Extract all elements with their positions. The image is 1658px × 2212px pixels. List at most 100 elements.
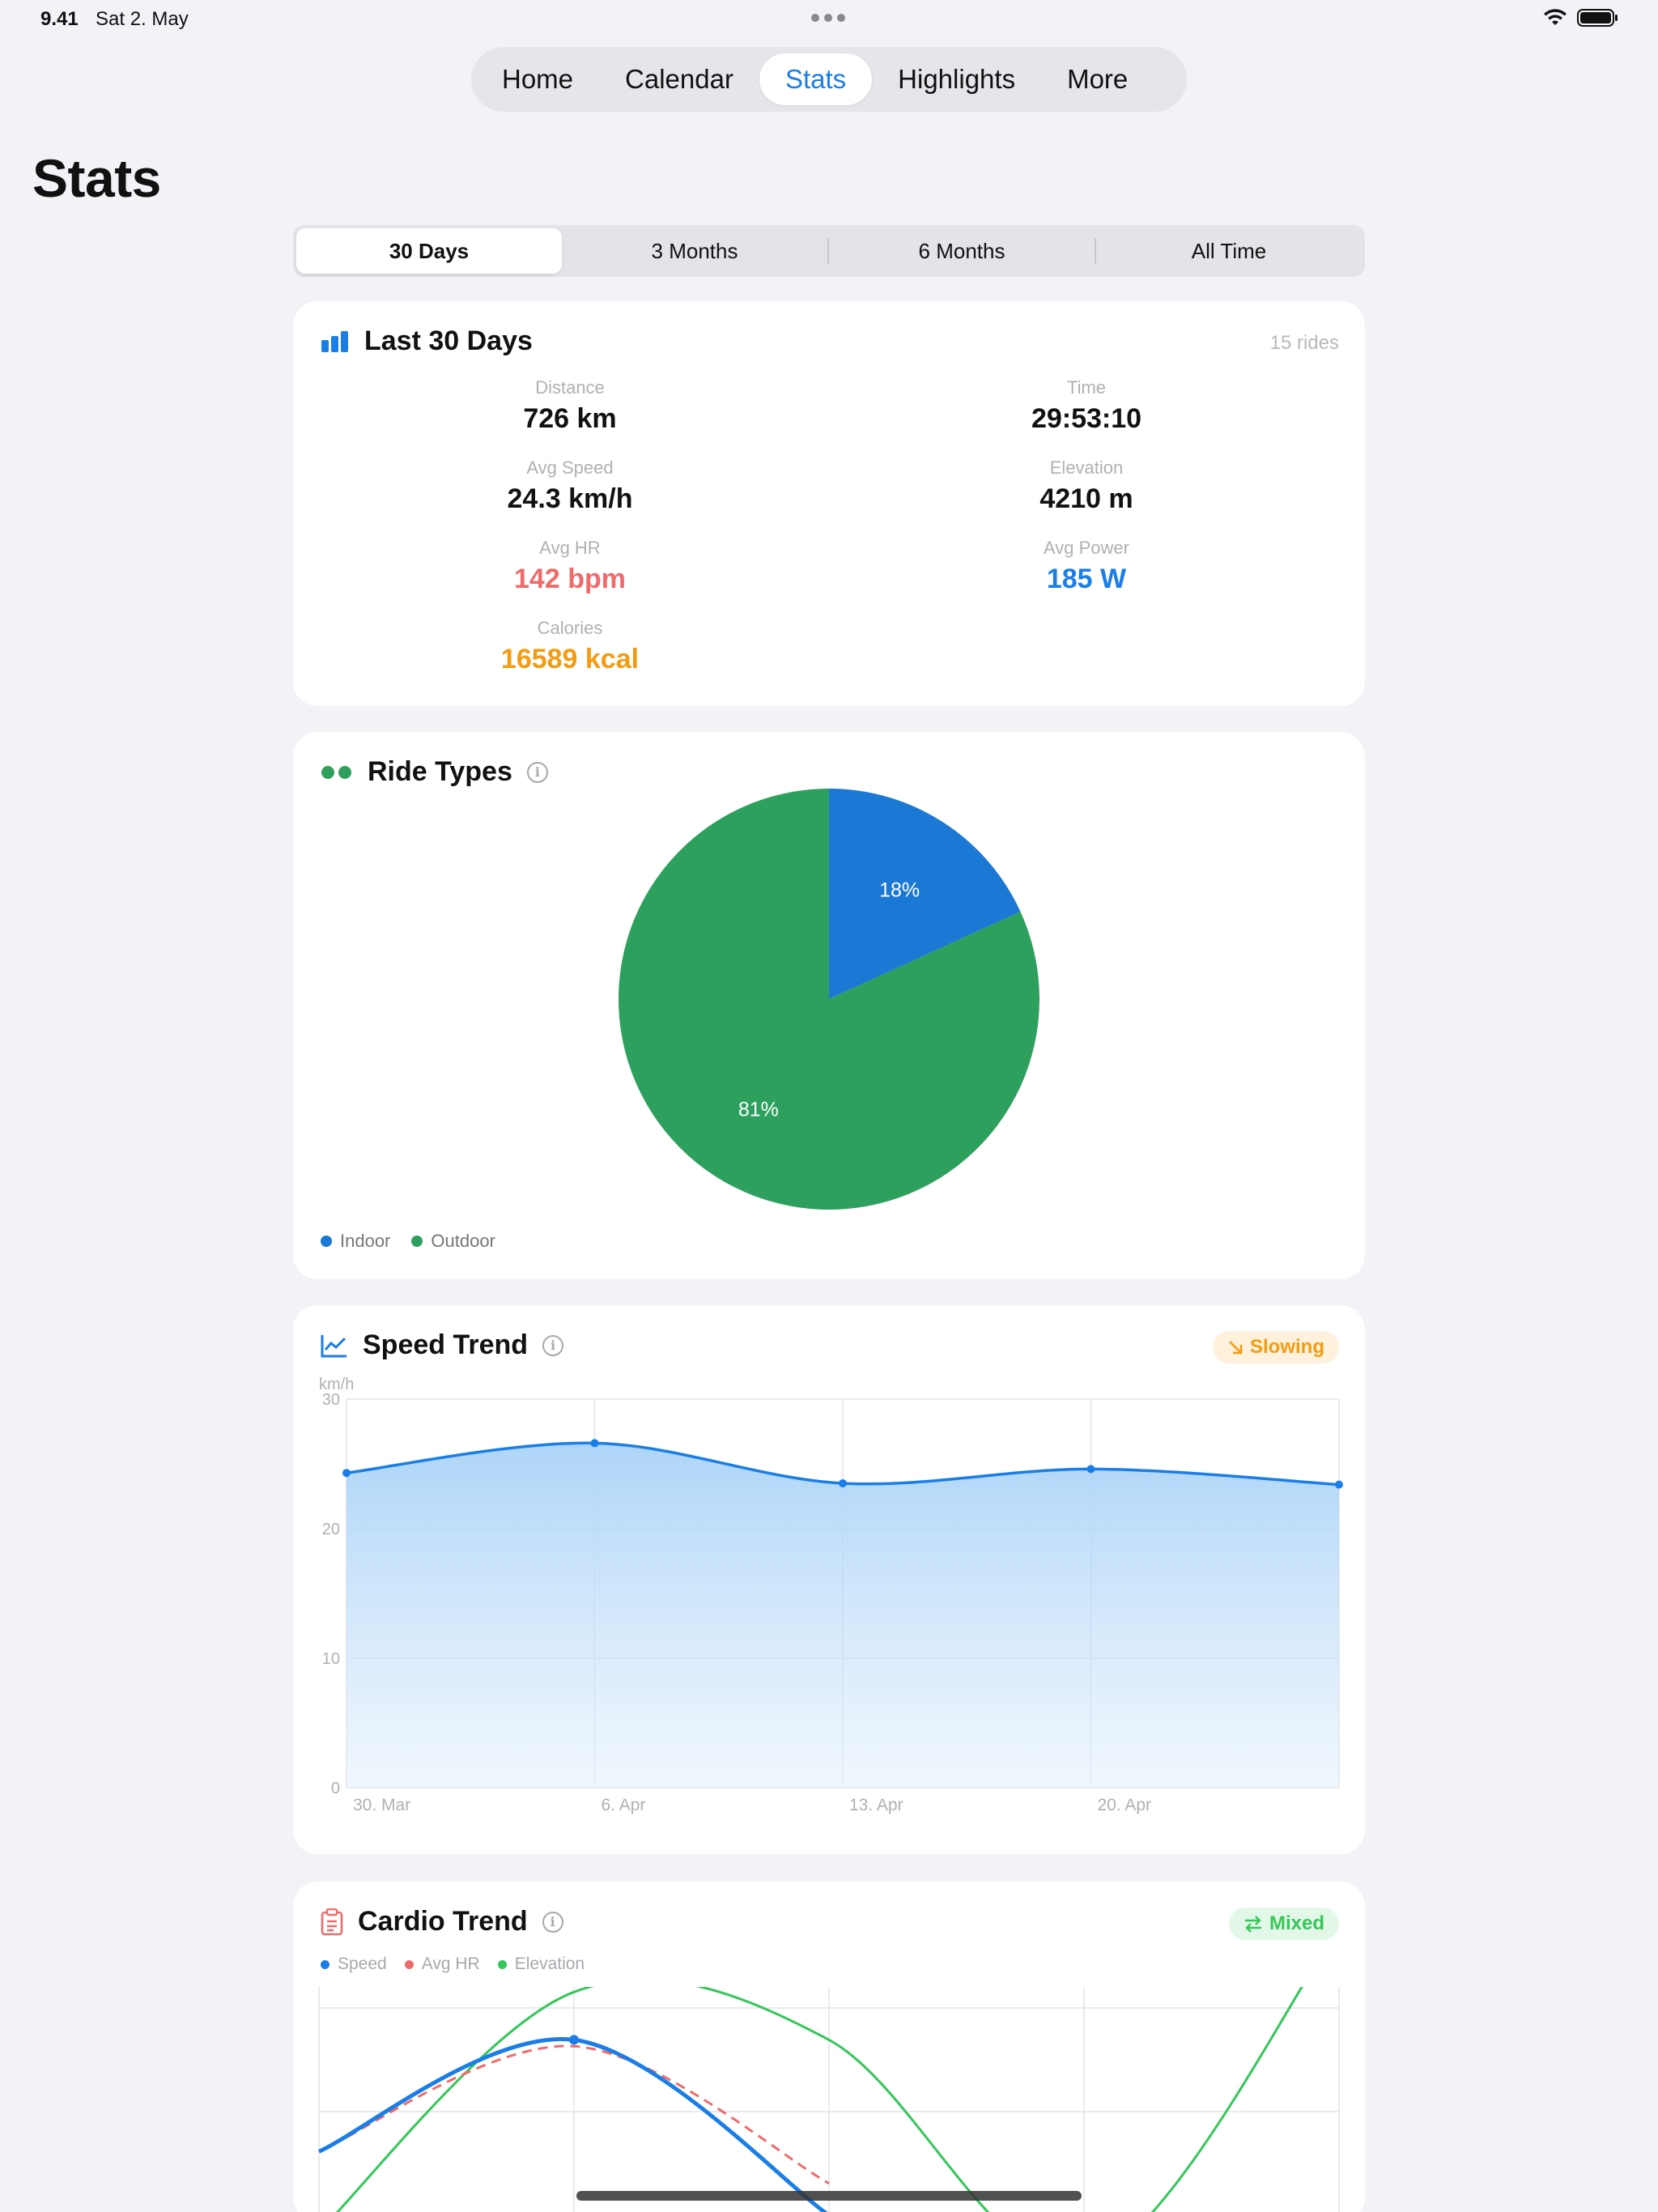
period-segmented-control: 30 Days 3 Months 6 Months All Time [293, 225, 1365, 277]
info-icon[interactable]: i [526, 761, 548, 783]
stat-calories: Calories 16589 kcal [311, 618, 829, 675]
stat-elevation: Elevation 4210 m [827, 457, 1346, 515]
cardio-line-avg-hr [318, 2044, 830, 2185]
page-title: Stats [32, 148, 161, 208]
speed-trend-card: Speed Trend i Slowing km/h 0 10 20 30 30. Mar… [293, 1305, 1365, 1854]
stat-value: 16589 kcal [500, 644, 640, 674]
stat-value: 29:53:10 [1031, 403, 1142, 434]
wifi-icon [1544, 9, 1567, 25]
legend-indoor: Indoor [321, 1231, 390, 1252]
badge-label: Slowing [1250, 1336, 1324, 1358]
stat-value: 4210 m [1039, 483, 1133, 514]
status-date: Sat 2. May [96, 8, 189, 30]
tab-stats[interactable]: Stats [759, 53, 873, 105]
segment-3-months[interactable]: 3 Months [651, 238, 738, 263]
swap-arrows-icon [1244, 1916, 1261, 1933]
legend-dot [411, 1236, 423, 1247]
pie-slice-outdoor [619, 789, 1039, 1210]
segment-divider [827, 238, 829, 264]
speed-point [590, 1439, 599, 1448]
top-navigation: Home Calendar Stats Highlights More [471, 47, 1187, 112]
speed-area [346, 1443, 1339, 1788]
stat-value: 726 km [523, 403, 617, 434]
badge-label: Mixed [1269, 1912, 1324, 1934]
stat-label: Time [1066, 377, 1107, 398]
clipboard-icon [321, 1908, 343, 1935]
x-tick-label: 6. Apr [602, 1796, 646, 1814]
cardio-line-elevation [335, 1987, 1303, 2212]
summary-card: Last 30 Days 15 rides Distance 726 km Ti… [293, 301, 1365, 706]
y-axis-unit: km/h [319, 1376, 354, 1393]
two-dots-icon [321, 765, 351, 779]
tab-more[interactable]: More [1067, 64, 1129, 94]
speed-trend-chart: km/h 0 10 20 30 30. Mar 6. Apr 13. Apr 20. Apr [319, 1376, 1343, 1814]
stat-label: Avg Speed [526, 457, 614, 478]
stat-label: Avg Power [1044, 538, 1129, 558]
y-tick-label: 0 [331, 1780, 340, 1797]
stat-avg-power: Avg Power 185 W [827, 538, 1346, 595]
x-tick-label: 30. Mar [353, 1796, 410, 1814]
battery-icon [1577, 9, 1618, 27]
trend-chart-icon [321, 1334, 346, 1357]
rides-count: 15 rides [1269, 332, 1339, 354]
y-tick-label: 20 [322, 1521, 340, 1538]
info-icon[interactable]: i [542, 1334, 564, 1356]
legend-dot [321, 1959, 329, 1969]
summary-title: Last 30 Days [364, 325, 533, 356]
mixed-badge: Mixed [1228, 1908, 1339, 1940]
pie-label-indoor: 18% [879, 878, 920, 901]
legend-dot [404, 1959, 414, 1969]
stat-time: Time 29:53:10 [827, 377, 1346, 435]
stat-avg-speed: Avg Speed 24.3 km/h [311, 457, 829, 515]
bar-chart-icon [321, 330, 348, 352]
legend-label: Indoor [340, 1231, 391, 1251]
speed-point [569, 2035, 579, 2045]
legend-avg-hr: Avg HR [404, 1955, 480, 1974]
stat-value: 24.3 km/h [507, 483, 633, 514]
legend-label: Outdoor [431, 1231, 495, 1251]
x-tick-label: 20. Apr [1098, 1796, 1152, 1814]
stat-label: Distance [535, 377, 605, 398]
segment-6-months[interactable]: 6 Months [918, 238, 1005, 263]
multitasking-dots-icon[interactable] [811, 14, 845, 22]
speed-point [342, 1469, 351, 1478]
legend-label: Avg HR [421, 1955, 480, 1973]
stat-label: Calories [537, 618, 603, 638]
info-icon[interactable]: i [542, 1911, 563, 1933]
speed-point [839, 1479, 847, 1487]
arrow-down-right-icon [1229, 1341, 1243, 1355]
legend-speed: Speed [321, 1955, 387, 1974]
stat-label: Elevation [1049, 457, 1124, 478]
segment-all-time[interactable]: All Time [1191, 238, 1267, 263]
legend-label: Speed [338, 1955, 387, 1973]
stat-avg-hr: Avg HR 142 bpm [311, 538, 829, 595]
pie-slice-indoor [829, 789, 1021, 999]
legend-dot [321, 1236, 332, 1247]
ride-types-card: Ride Types i 18% 81% Indoor Outdoor [293, 732, 1365, 1279]
speed-point [1335, 1480, 1343, 1489]
tab-calendar[interactable]: Calendar [625, 64, 733, 94]
cardio-trend-title: Cardio Trend [358, 1906, 528, 1937]
slowing-badge: Slowing [1213, 1331, 1339, 1363]
x-tick-label: 13. Apr [849, 1796, 903, 1814]
stat-value: 185 W [1046, 564, 1127, 594]
legend-label: Elevation [514, 1955, 585, 1973]
pie-label-outdoor: 81% [738, 1099, 779, 1121]
cardio-trend-card: Cardio Trend i Mixed Speed Avg HR Elevat… [293, 1882, 1365, 2212]
segment-30-days[interactable]: 30 Days [296, 228, 562, 274]
speed-point [1086, 1465, 1095, 1474]
status-bar: 9.41 Sat 2. May [0, 0, 1658, 39]
tab-highlights[interactable]: Highlights [898, 64, 1016, 94]
status-time: 9.41 [40, 8, 79, 30]
legend-dot [497, 1959, 507, 1969]
y-tick-label: 10 [322, 1650, 340, 1668]
home-indicator[interactable] [576, 2191, 1082, 2201]
legend-outdoor: Outdoor [411, 1231, 495, 1252]
tab-home[interactable]: Home [502, 64, 574, 94]
segment-divider [1095, 238, 1096, 264]
y-tick-label: 30 [322, 1391, 340, 1409]
stat-value: 142 bpm [514, 564, 626, 594]
ride-types-title: Ride Types [368, 756, 512, 787]
ride-types-pie-chart: 18% 81% [619, 789, 1039, 1210]
cardio-trend-chart [317, 1987, 1340, 2212]
